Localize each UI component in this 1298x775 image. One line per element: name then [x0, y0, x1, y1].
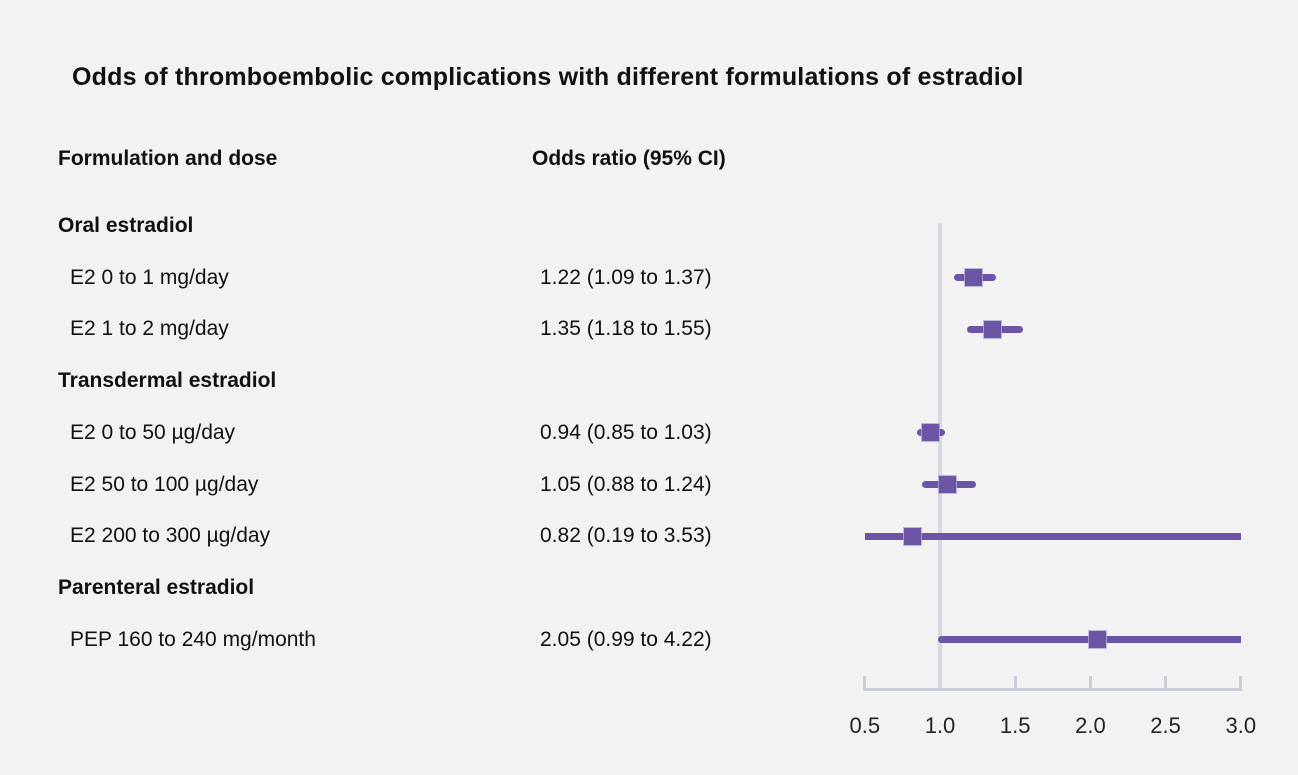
row-odds-ratio-value: 1.22 (1.09 to 1.37)	[540, 265, 712, 289]
row-label: PEP 160 to 240 mg/month	[70, 627, 316, 651]
point-estimate-marker	[904, 527, 922, 545]
x-axis-tick	[1164, 676, 1168, 690]
x-axis-tick	[1239, 676, 1243, 690]
group-label: Parenteral estradiol	[58, 575, 255, 599]
point-estimate-marker	[922, 424, 940, 442]
row-odds-ratio-value: 0.94 (0.85 to 1.03)	[540, 420, 712, 444]
row-label: E2 0 to 50 µg/day	[70, 420, 236, 444]
group-label: Oral estradiol	[58, 214, 194, 237]
x-axis-tick	[863, 676, 867, 690]
point-estimate-marker	[939, 476, 957, 493]
x-axis-line	[863, 688, 1243, 691]
column-header-formulation: Formulation and dose	[58, 147, 278, 170]
row-odds-ratio-value: 1.05 (0.88 to 1.24)	[540, 472, 712, 496]
row-label: E2 200 to 300 µg/day	[70, 524, 271, 548]
x-axis-tick-label: 2.5	[1150, 713, 1181, 738]
reference-line	[938, 223, 942, 691]
row-label: E2 50 to 100 µg/day	[70, 472, 259, 496]
point-estimate-marker	[984, 320, 1002, 338]
confidence-interval-line	[864, 532, 1241, 540]
point-estimate-marker	[1089, 631, 1107, 649]
x-axis-tick	[1013, 676, 1017, 690]
x-axis-tick-label: 1.5	[999, 713, 1031, 738]
row-odds-ratio-value: 1.35 (1.18 to 1.55)	[540, 317, 712, 341]
x-axis-tick	[1088, 676, 1092, 690]
group-label: Transdermal estradiol	[58, 369, 277, 393]
x-axis-tick-label: 3.0	[1225, 713, 1257, 738]
x-axis-tick-label: 1.0	[924, 713, 956, 738]
figure-title: Odds of thromboembolic complications wit…	[72, 63, 1024, 91]
row-label: E2 1 to 2 mg/day	[70, 317, 229, 341]
row-odds-ratio-value: 2.05 (0.99 to 4.22)	[540, 627, 712, 651]
row-label: E2 0 to 1 mg/day	[70, 265, 229, 289]
x-axis-tick-label: 2.0	[1075, 713, 1106, 738]
column-header-odds-ratio: Odds ratio (95% CI)	[532, 147, 726, 170]
point-estimate-marker	[964, 269, 982, 287]
row-odds-ratio-value: 0.82 (0.19 to 3.53)	[540, 524, 712, 548]
x-axis-tick-label: 0.5	[849, 713, 881, 738]
